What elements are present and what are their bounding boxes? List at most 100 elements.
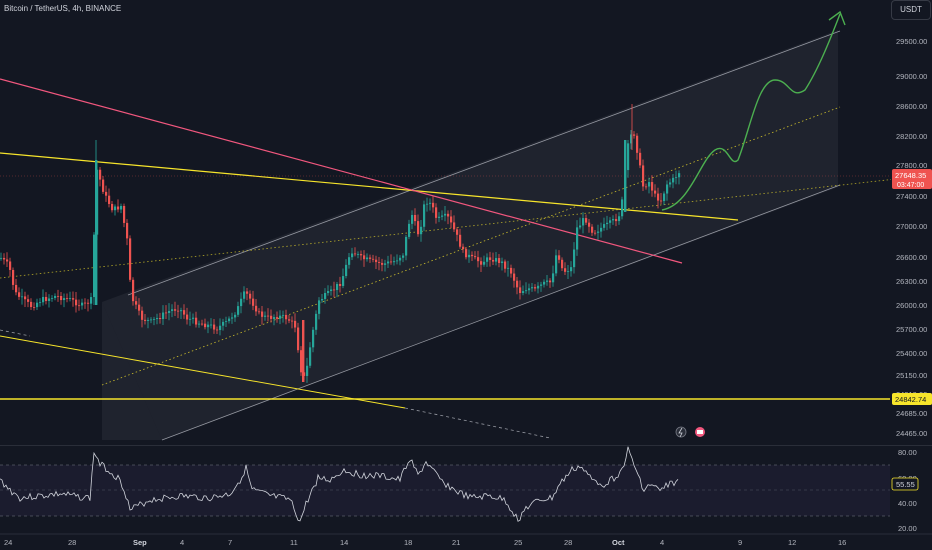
candle-body bbox=[528, 288, 531, 291]
candle-body bbox=[549, 280, 552, 283]
time-axis-label: 11 bbox=[290, 538, 298, 547]
candle-body bbox=[483, 261, 486, 265]
candle-body bbox=[405, 236, 408, 256]
candle-body bbox=[318, 300, 321, 314]
candle-body bbox=[600, 227, 603, 232]
time-axis-label: 9 bbox=[738, 538, 742, 547]
candle-body bbox=[198, 323, 201, 325]
candle-body bbox=[501, 261, 504, 263]
candle-body bbox=[282, 314, 285, 316]
price-scale-bg bbox=[891, 0, 932, 550]
candle-body bbox=[423, 204, 426, 227]
candle-body bbox=[54, 295, 57, 298]
candle-body bbox=[177, 310, 180, 312]
candle-body bbox=[174, 309, 177, 311]
candle-body bbox=[270, 315, 273, 319]
channel-fill-left bbox=[102, 302, 162, 440]
currency-button[interactable]: USDT bbox=[891, 0, 931, 20]
candle-body bbox=[315, 313, 318, 330]
candle-body bbox=[99, 169, 102, 180]
candle-body bbox=[576, 227, 579, 250]
candle-body bbox=[279, 315, 282, 319]
candle-body bbox=[606, 222, 609, 225]
price-tick-label: 28600.00 bbox=[896, 102, 927, 111]
candle-body bbox=[543, 281, 546, 285]
candle-body bbox=[147, 319, 150, 321]
candle-body bbox=[309, 347, 312, 366]
candle-body bbox=[162, 312, 165, 320]
candle-body bbox=[378, 262, 381, 263]
candle-body bbox=[534, 287, 537, 289]
yellow-trendline bbox=[0, 152, 739, 221]
channel-lower-line bbox=[161, 184, 841, 441]
candle-body bbox=[81, 302, 84, 306]
candle-body bbox=[540, 284, 543, 286]
candle-body bbox=[663, 193, 666, 202]
candle-body bbox=[459, 234, 462, 247]
candle-body bbox=[390, 261, 393, 263]
candle-body bbox=[234, 314, 237, 318]
candle-body bbox=[24, 296, 27, 300]
candle-body bbox=[237, 306, 240, 315]
candle-body bbox=[3, 257, 6, 260]
candle-body bbox=[186, 314, 189, 320]
candle-body bbox=[18, 292, 21, 297]
pane-separator[interactable] bbox=[0, 445, 932, 446]
candle-body bbox=[486, 257, 489, 262]
price-tick-label: 27400.00 bbox=[896, 192, 927, 201]
candle-body bbox=[471, 254, 474, 257]
candle-body bbox=[285, 314, 288, 320]
candle-body bbox=[12, 269, 15, 285]
candle-body bbox=[321, 298, 324, 301]
candle-body bbox=[120, 205, 123, 210]
candle-body bbox=[462, 246, 465, 250]
candle-body bbox=[354, 253, 357, 255]
time-axis-label: 24 bbox=[4, 538, 12, 547]
candle-body bbox=[552, 273, 555, 283]
time-axis-label: 4 bbox=[180, 538, 184, 547]
candle-body bbox=[0, 257, 3, 259]
candle-body bbox=[207, 324, 210, 328]
candle-body bbox=[396, 260, 399, 262]
candle-body bbox=[570, 267, 573, 272]
candle-body bbox=[48, 298, 51, 301]
candle-body bbox=[591, 226, 594, 233]
candle-body bbox=[654, 190, 657, 194]
price-tick-label: 26000.00 bbox=[896, 301, 927, 310]
price-tick-label: 28200.00 bbox=[896, 132, 927, 141]
candle-body bbox=[636, 135, 639, 153]
candle-body bbox=[129, 238, 132, 280]
candle-body bbox=[210, 324, 213, 326]
candle-body bbox=[414, 214, 417, 222]
candle-body bbox=[264, 315, 267, 317]
candle-body bbox=[216, 329, 219, 331]
candle-body bbox=[531, 287, 534, 289]
candle-body bbox=[522, 291, 525, 294]
candle-body bbox=[15, 284, 18, 293]
candle-body bbox=[432, 202, 435, 208]
candle-body bbox=[429, 202, 432, 204]
candle-body bbox=[525, 290, 528, 292]
candle-body bbox=[294, 320, 297, 328]
candle-body bbox=[168, 310, 171, 313]
time-axis-label: Oct bbox=[612, 538, 625, 547]
candle-body bbox=[336, 284, 339, 291]
candle-body bbox=[312, 329, 315, 348]
candle-body bbox=[612, 219, 615, 221]
candle-body bbox=[480, 261, 483, 265]
price-tick-label: 26300.00 bbox=[896, 277, 927, 286]
candle-body bbox=[219, 325, 222, 330]
candle-body bbox=[468, 254, 471, 258]
candle-body bbox=[132, 279, 135, 302]
candle-body bbox=[384, 263, 387, 265]
candle-body bbox=[417, 221, 420, 235]
symbol-title[interactable]: Bitcoin / TetherUS, 4h, BINANCE bbox=[4, 4, 122, 13]
candle-body bbox=[669, 182, 672, 185]
candle-body bbox=[93, 234, 96, 298]
candle-body bbox=[6, 259, 9, 262]
candle-body bbox=[411, 214, 414, 224]
price-tick-label: 27800.00 bbox=[896, 161, 927, 170]
candle-body bbox=[255, 305, 258, 312]
lower-trendline-left bbox=[0, 329, 31, 337]
